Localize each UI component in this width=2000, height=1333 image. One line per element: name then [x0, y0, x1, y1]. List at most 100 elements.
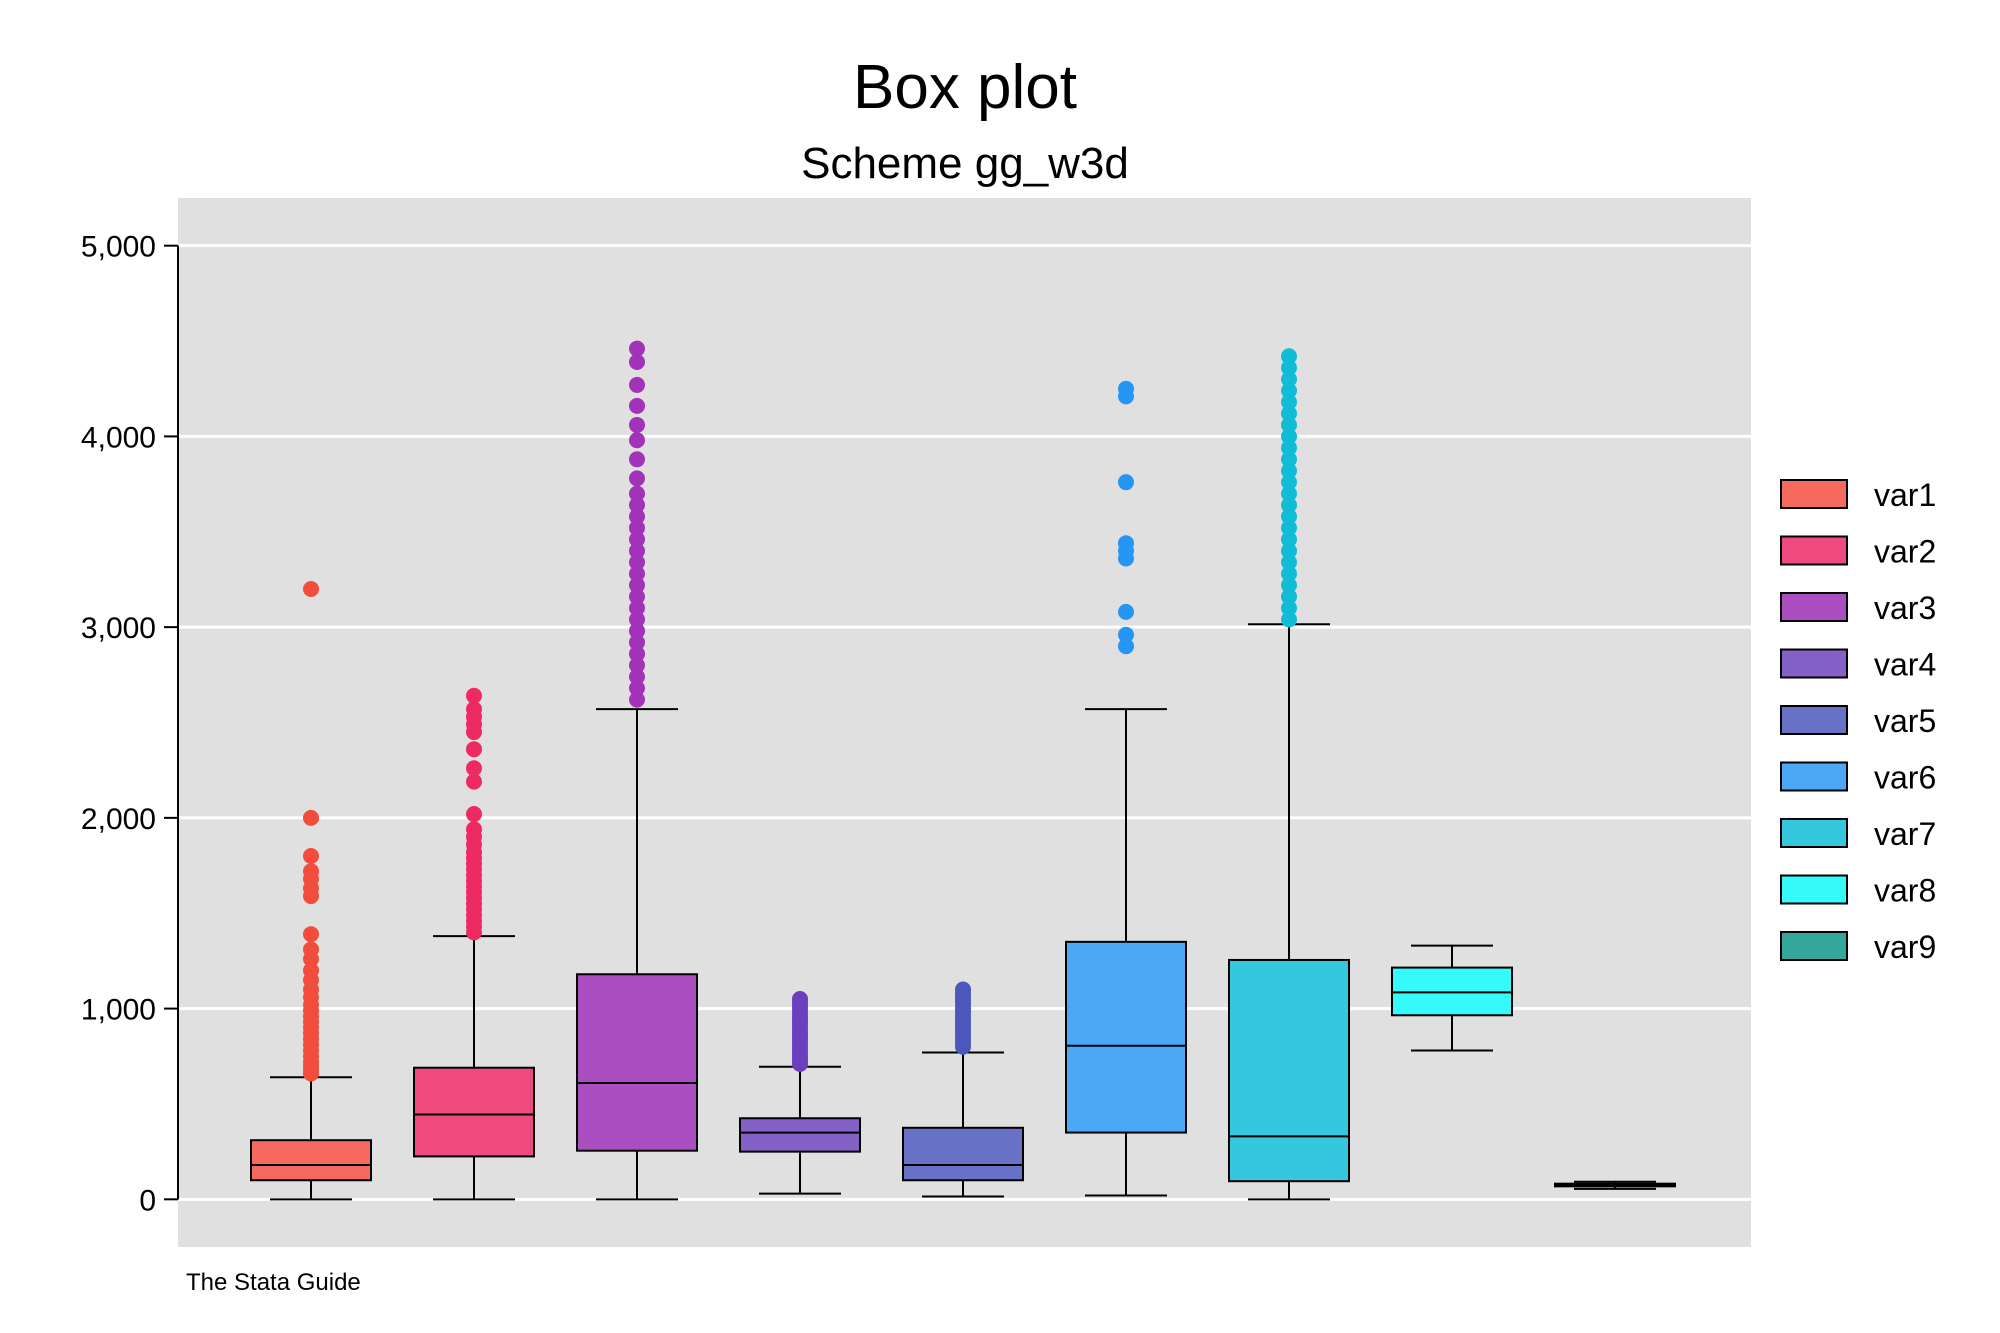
box-var7 — [1228, 348, 1350, 1201]
outlier-point — [303, 926, 319, 943]
chart-subtitle: Scheme gg_w3d — [801, 139, 1129, 188]
legend-label-var5: var5 — [1874, 703, 1936, 739]
outlier-point — [629, 542, 645, 559]
outlier-point — [303, 809, 319, 826]
y-tick-label: 0 — [139, 1184, 156, 1217]
outlier-point — [466, 773, 482, 790]
outlier-point — [1281, 428, 1297, 445]
box-var9 — [1554, 1180, 1676, 1190]
outlier-point — [1281, 348, 1297, 365]
outlier-point — [466, 741, 482, 758]
outlier-point — [1281, 600, 1297, 617]
legend-swatch-var1 — [1780, 479, 1848, 509]
legend-swatch-var3 — [1780, 592, 1848, 622]
outlier-point — [466, 760, 482, 777]
outlier-point — [1281, 497, 1297, 514]
legend-swatch-var8 — [1780, 874, 1848, 905]
box-var2 — [413, 687, 535, 1201]
outlier-point — [1118, 474, 1134, 491]
outlier-point — [629, 416, 645, 433]
outlier-point — [629, 622, 645, 639]
outlier-point — [1281, 394, 1297, 411]
legend-label-var7: var7 — [1874, 816, 1936, 852]
y-tick-label: 5,000 — [81, 231, 156, 264]
box-iqr — [1228, 958, 1350, 1183]
legend-swatch-var5 — [1780, 705, 1848, 735]
outlier-point — [1281, 611, 1297, 628]
outlier-point — [629, 508, 645, 525]
outlier-point — [629, 376, 645, 393]
outlier-point — [629, 397, 645, 414]
outlier-point — [1281, 382, 1297, 399]
chart-note: The Stata Guide — [186, 1269, 361, 1296]
box-iqr — [902, 1126, 1024, 1182]
legend-label-var9: var9 — [1874, 929, 1936, 965]
outlier-point — [629, 340, 645, 357]
outlier-point — [629, 519, 645, 536]
outlier-point — [466, 701, 482, 718]
y-tick-label: 3,000 — [81, 612, 156, 645]
box-var4 — [739, 991, 861, 1195]
outlier-point — [1281, 462, 1297, 479]
legend-label-var4: var4 — [1874, 647, 1936, 683]
box-iqr — [576, 973, 698, 1152]
outlier-point — [955, 981, 971, 998]
outlier-point — [1281, 508, 1297, 525]
outlier-point — [629, 634, 645, 651]
outlier-point — [466, 806, 482, 823]
box-var6 — [1065, 380, 1187, 1197]
box-var5 — [902, 981, 1024, 1198]
outlier-point — [1281, 542, 1297, 559]
chart-title: Box plot — [853, 53, 1077, 122]
outlier-point — [629, 645, 645, 662]
outlier-point — [466, 687, 482, 704]
outlier-point — [1118, 535, 1134, 552]
legend-label-var6: var6 — [1874, 760, 1936, 796]
outlier-point — [629, 668, 645, 685]
outlier-point — [629, 680, 645, 697]
legend: var1 var2 var3 var4 var5 var6 var7 var8 var9 — [1780, 477, 1936, 965]
outlier-point — [629, 691, 645, 708]
y-tick-label: 2,000 — [81, 803, 156, 836]
y-axis: 0 1,000 2,000 3,000 4,000 5,000 — [81, 231, 179, 1217]
box-iqr — [739, 1117, 861, 1153]
outlier-point — [303, 863, 319, 880]
outlier-point — [303, 941, 319, 958]
outlier-point — [629, 565, 645, 582]
box-var1 — [250, 580, 372, 1201]
outlier-point — [629, 470, 645, 487]
outlier-point — [1281, 531, 1297, 548]
box-iqr — [413, 1066, 535, 1158]
outlier-point — [303, 580, 319, 597]
outlier-point — [629, 451, 645, 468]
outlier-point — [1118, 638, 1134, 655]
box-series — [250, 340, 1676, 1201]
outlier-point — [629, 600, 645, 617]
box-iqr — [1065, 940, 1187, 1134]
outlier-point — [629, 577, 645, 594]
legend-swatch-var2 — [1780, 535, 1848, 566]
legend-swatch-var7 — [1780, 818, 1848, 848]
outlier-point — [1281, 451, 1297, 468]
legend-swatch-var9 — [1780, 931, 1848, 961]
legend-label-var2: var2 — [1874, 534, 1936, 570]
outlier-point — [1281, 439, 1297, 456]
y-tick-label: 1,000 — [81, 994, 156, 1027]
outlier-point — [1118, 603, 1134, 620]
legend-swatch-var6 — [1780, 761, 1848, 792]
outlier-point — [1281, 405, 1297, 422]
outlier-point — [1281, 474, 1297, 491]
outlier-point — [629, 354, 645, 371]
outlier-point — [629, 531, 645, 548]
legend-swatch-var4 — [1780, 648, 1848, 679]
outlier-point — [629, 611, 645, 628]
outlier-point — [1281, 588, 1297, 605]
outlier-point — [1281, 519, 1297, 536]
outlier-point — [1281, 359, 1297, 376]
legend-label-var8: var8 — [1874, 873, 1936, 909]
outlier-point — [303, 848, 319, 865]
outlier-point — [629, 657, 645, 674]
outlier-point — [1281, 416, 1297, 433]
outlier-point — [629, 432, 645, 449]
box-var8 — [1391, 944, 1513, 1052]
